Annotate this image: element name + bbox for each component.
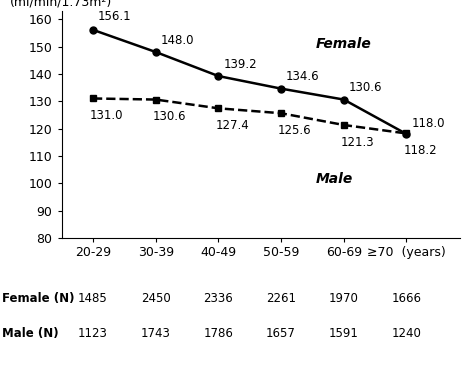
Text: (ml/min/1.73m²): (ml/min/1.73m²) (10, 0, 112, 9)
Text: 1240: 1240 (392, 326, 421, 340)
Text: 1743: 1743 (141, 326, 171, 340)
Text: 156.1: 156.1 (98, 10, 132, 23)
Text: Female (N): Female (N) (2, 292, 75, 305)
Text: 1657: 1657 (266, 326, 296, 340)
Text: 131.0: 131.0 (90, 109, 123, 122)
Text: 1666: 1666 (392, 292, 421, 305)
Text: 2450: 2450 (141, 292, 171, 305)
Text: 1591: 1591 (329, 326, 359, 340)
Text: 134.6: 134.6 (286, 70, 320, 83)
Text: 130.6: 130.6 (153, 111, 186, 123)
Text: Female: Female (316, 37, 371, 51)
Text: 1123: 1123 (78, 326, 108, 340)
Text: 139.2: 139.2 (223, 57, 257, 71)
Text: 121.3: 121.3 (341, 136, 374, 149)
Text: 1970: 1970 (329, 292, 359, 305)
Text: 118.0: 118.0 (411, 117, 445, 130)
Text: Male: Male (316, 172, 353, 186)
Text: 1786: 1786 (203, 326, 233, 340)
Text: 2261: 2261 (266, 292, 296, 305)
Text: 148.0: 148.0 (161, 34, 194, 46)
Text: 118.2: 118.2 (403, 145, 437, 157)
Text: 125.6: 125.6 (278, 124, 311, 137)
Text: 130.6: 130.6 (349, 81, 383, 94)
Text: 2336: 2336 (203, 292, 233, 305)
Text: 127.4: 127.4 (215, 119, 249, 132)
Text: 1485: 1485 (78, 292, 108, 305)
Text: Male (N): Male (N) (2, 326, 59, 340)
